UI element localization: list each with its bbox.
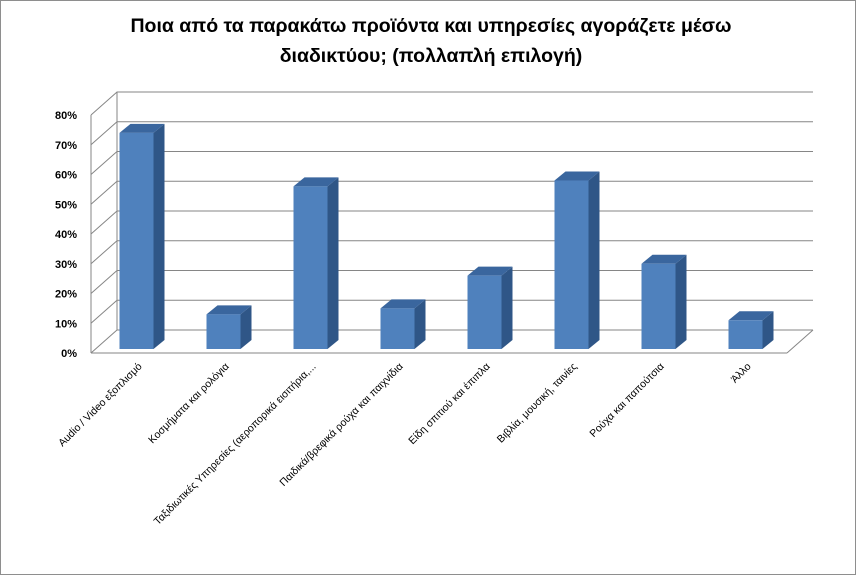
x-category-label: Είδη σπιτιού και έπιπλα bbox=[406, 361, 492, 447]
bar-top-face bbox=[293, 177, 339, 187]
bar-side-face bbox=[240, 305, 252, 349]
x-category-label: Audio / Video εξοπλισμό bbox=[56, 361, 145, 450]
bar-front-face bbox=[380, 308, 415, 349]
bar-top-face bbox=[119, 123, 165, 133]
bar-top-face bbox=[380, 299, 426, 309]
bar bbox=[554, 171, 600, 349]
bar-top-face bbox=[641, 254, 687, 264]
gridline bbox=[90, 180, 813, 205]
bar-front-face bbox=[119, 132, 154, 349]
y-tick-label: 0% bbox=[61, 348, 77, 360]
chart-title-line-1: Ποια από τα παρακάτω προϊόντα και υπηρεσ… bbox=[130, 15, 732, 37]
bar-top-face bbox=[554, 171, 600, 181]
y-tick-label: 80% bbox=[55, 110, 77, 122]
bar-side-face bbox=[675, 254, 687, 349]
y-tick-label: 30% bbox=[55, 259, 77, 271]
bar bbox=[380, 299, 426, 349]
x-category-label: Άλλο bbox=[729, 361, 754, 386]
bar-front-face bbox=[206, 314, 241, 349]
bar bbox=[728, 311, 774, 349]
bar-side-face bbox=[414, 299, 426, 349]
floor-right-edge bbox=[786, 329, 814, 354]
bar-side-face bbox=[588, 171, 600, 349]
bar-front-face bbox=[293, 186, 328, 349]
bar-top-face bbox=[467, 266, 513, 276]
bar-front-face bbox=[728, 320, 763, 349]
bar-top-face bbox=[206, 305, 252, 315]
bar-side-face bbox=[153, 123, 165, 349]
gridline bbox=[90, 270, 813, 294]
grid-layer bbox=[90, 91, 814, 354]
gridline bbox=[90, 151, 813, 175]
bar-front-face bbox=[554, 180, 589, 349]
gridline bbox=[90, 329, 813, 354]
y-tick-label: 50% bbox=[55, 199, 77, 211]
y-axis-labels: 0% 10% 20% 30% 40% 50% 60% 70% 80% bbox=[55, 110, 77, 360]
gridline bbox=[90, 121, 813, 146]
x-category-label: Ταξιδιωτικές Υπηρεσίες (αεροπορικά εισιτ… bbox=[152, 361, 319, 528]
bar bbox=[206, 305, 252, 349]
bar bbox=[293, 177, 339, 349]
bar bbox=[119, 123, 165, 349]
y-tick-label: 20% bbox=[55, 289, 77, 301]
bar-top-face bbox=[728, 311, 774, 321]
gridline bbox=[90, 299, 813, 324]
x-category-label: Κοσμήματα και ρολόγια bbox=[146, 361, 231, 446]
y-tick-label: 60% bbox=[55, 170, 77, 182]
gridline bbox=[90, 240, 813, 265]
bar bbox=[467, 266, 513, 349]
y-tick-label: 70% bbox=[55, 140, 77, 152]
bar-side-face bbox=[501, 266, 513, 349]
bar-side-face bbox=[327, 177, 339, 349]
chart-title-line-2: διαδικτύου; (πολλαπλή επιλογή) bbox=[279, 45, 583, 67]
bar-side-face bbox=[762, 311, 774, 349]
x-category-label: Βιβλία, μουσική, ταινίες bbox=[495, 361, 580, 446]
gridline bbox=[90, 91, 813, 116]
bar bbox=[641, 254, 687, 349]
gridline bbox=[90, 210, 813, 235]
y-tick-label: 40% bbox=[55, 229, 77, 241]
x-category-label: Ρούχα και παπούτσια bbox=[587, 361, 666, 440]
bar-front-face bbox=[641, 263, 676, 349]
bar-front-face bbox=[467, 275, 502, 349]
y-tick-label: 10% bbox=[55, 318, 77, 330]
x-axis-labels: Audio / Video εξοπλισμό Κοσμήματα και ρολ… bbox=[56, 361, 754, 528]
chart-title: Ποια από τα παρακάτω προϊόντα και υπηρεσ… bbox=[61, 11, 801, 71]
bars-layer bbox=[119, 123, 774, 349]
